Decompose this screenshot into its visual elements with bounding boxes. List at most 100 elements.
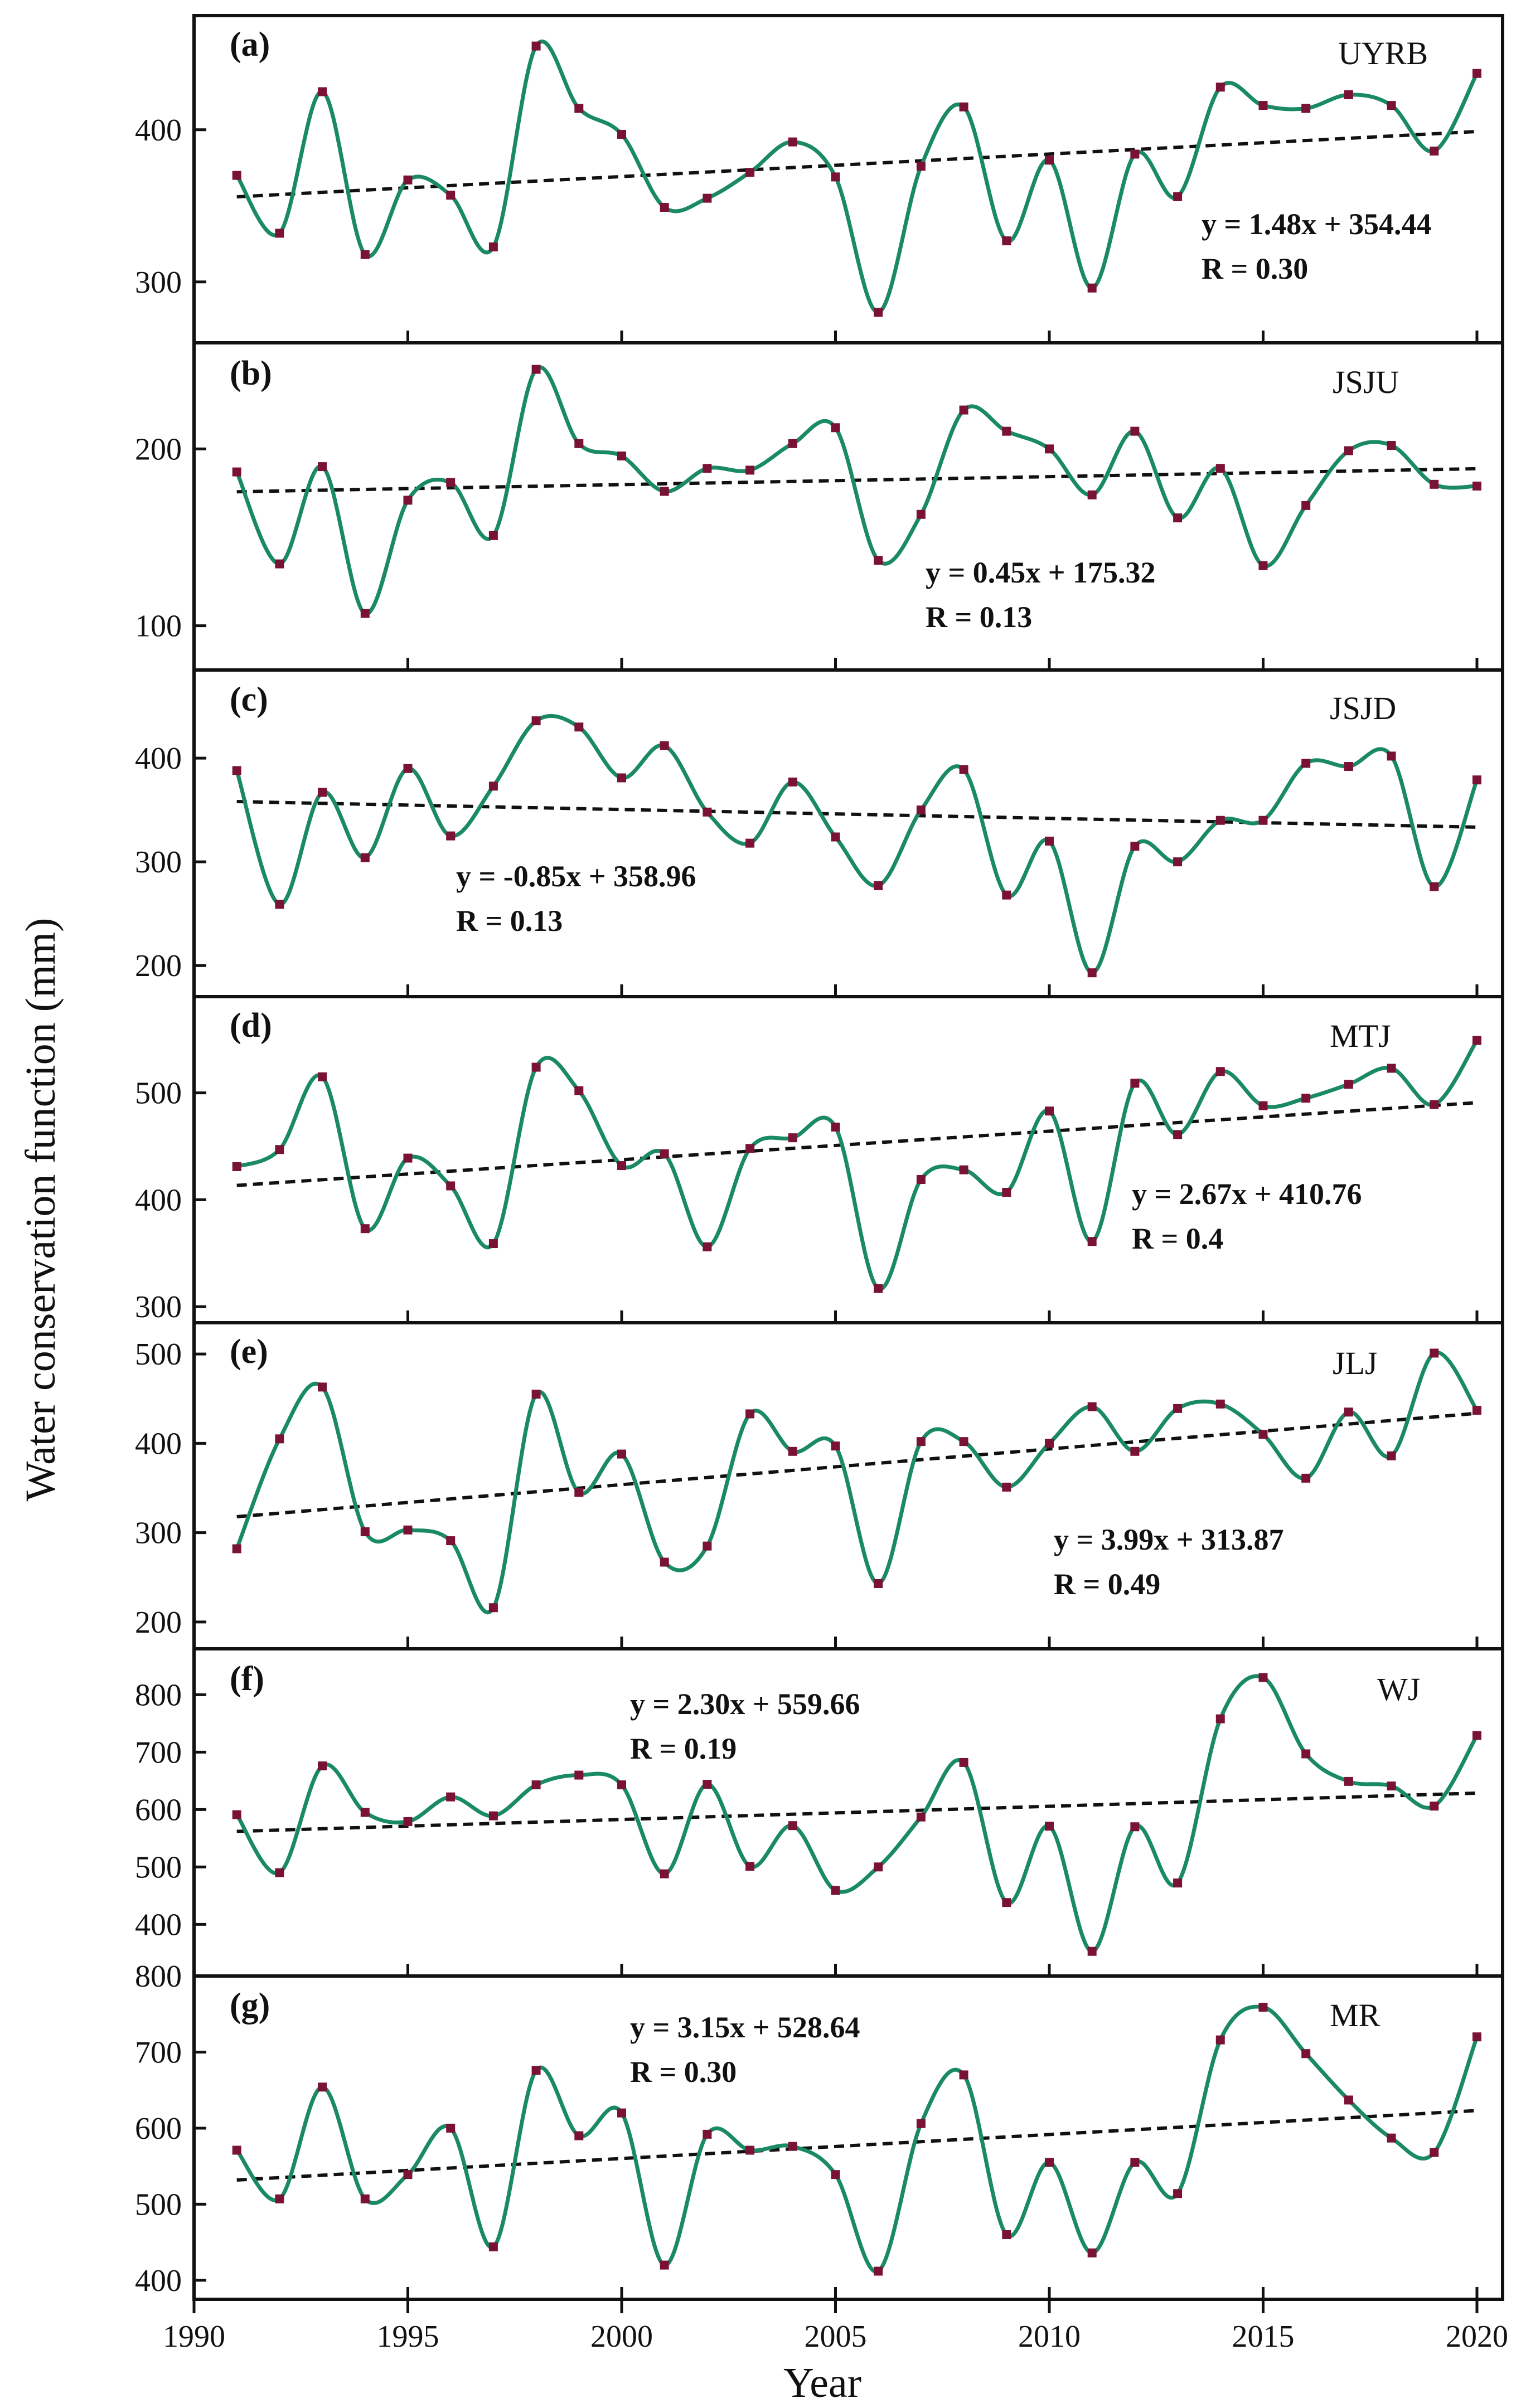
data-point — [788, 1821, 797, 1831]
correlation-label: R = 0.13 — [926, 600, 1032, 634]
data-point — [1215, 464, 1225, 473]
data-point — [874, 1862, 883, 1872]
data-point — [1130, 842, 1140, 851]
data-point — [446, 1536, 456, 1546]
data-point — [1002, 426, 1011, 436]
panel-jsjd: 200 300 400 (c) JSJD y = -0.85x + 358.96 R = 0… — [135, 668, 1504, 998]
data-point — [916, 509, 926, 519]
data-point — [275, 2194, 284, 2203]
data-point — [1258, 101, 1268, 110]
x-tick-label: 1995 — [376, 2319, 439, 2354]
data-point — [1301, 2049, 1311, 2059]
data-point — [1472, 1731, 1481, 1740]
data-point — [617, 773, 626, 783]
data-point — [318, 2082, 327, 2092]
data-point — [660, 1149, 669, 1158]
data-point — [1130, 2158, 1140, 2167]
y-tick-label: 700 — [135, 2035, 182, 2070]
y-tick-label: 500 — [135, 1850, 182, 1885]
data-point — [745, 2145, 755, 2155]
data-point — [1344, 1776, 1353, 1786]
correlation-label: R = 0.13 — [456, 904, 563, 938]
data-point — [1087, 1402, 1097, 1411]
panel-letter: (d) — [230, 1007, 272, 1045]
data-point — [360, 2194, 370, 2203]
data-point — [1430, 2148, 1439, 2157]
panel-letter: (c) — [230, 681, 268, 718]
data-point — [531, 1062, 541, 1072]
data-point — [403, 1525, 413, 1535]
correlation-label: R = 0.30 — [630, 2055, 737, 2089]
data-point — [745, 168, 755, 177]
data-point — [446, 1792, 456, 1802]
data-point — [831, 1123, 840, 1132]
panel-jlj: 200 300 400 500 (e) JLJ y = 3.99x + 313.87 R = … — [135, 1321, 1504, 1650]
data-point — [1087, 283, 1097, 293]
panel-letter: (f) — [230, 1660, 264, 1698]
trend-equation: y = 2.30x + 559.66 — [630, 1687, 860, 1721]
data-point — [745, 1862, 755, 1871]
data-point — [403, 1153, 413, 1163]
data-point — [531, 1780, 541, 1790]
data-point — [574, 439, 584, 448]
data-point — [1430, 1802, 1439, 1811]
data-point — [874, 308, 883, 317]
data-point — [360, 250, 370, 259]
data-point — [959, 1758, 968, 1767]
data-point — [1472, 1406, 1481, 1415]
region-label: WJ — [1377, 1671, 1420, 1707]
data-point — [531, 365, 541, 374]
data-point — [1002, 2230, 1011, 2239]
data-point — [1258, 1101, 1268, 1110]
data-point — [1472, 482, 1481, 491]
data-point — [1301, 759, 1311, 768]
data-point — [1387, 1451, 1396, 1460]
data-point — [1002, 1188, 1011, 1197]
data-point — [703, 2129, 712, 2139]
data-point — [275, 1145, 284, 1154]
panel-mtj: 300 400 500 (d) MTJ y = 2.67x + 410.76 R = 0.4 — [135, 995, 1504, 1324]
data-point — [1387, 751, 1396, 761]
y-tick-label: 700 — [135, 1735, 182, 1770]
correlation-label: R = 0.4 — [1132, 1222, 1223, 1255]
data-point — [1258, 2002, 1268, 2012]
data-point — [531, 41, 541, 51]
trend-line — [236, 2109, 1478, 2182]
region-label: JSJD — [1330, 690, 1396, 726]
data-point — [1215, 815, 1225, 825]
data-point — [1430, 1100, 1439, 1109]
data-point — [1044, 2158, 1054, 2167]
data-point — [916, 805, 926, 815]
data-point — [703, 464, 712, 473]
correlation-label: R = 0.19 — [630, 1732, 737, 1765]
x-tick-label: 2005 — [804, 2319, 866, 2354]
y-tick-label: 400 — [135, 1183, 182, 1217]
data-point — [232, 467, 241, 477]
data-point — [1130, 1822, 1140, 1832]
trend-line — [236, 1411, 1478, 1519]
region-label: UYRB — [1338, 35, 1428, 71]
data-point — [660, 741, 669, 750]
data-point — [660, 2260, 669, 2270]
data-point — [531, 1390, 541, 1399]
data-point — [275, 559, 284, 569]
data-point — [360, 1808, 370, 1817]
data-point — [1258, 561, 1268, 570]
panel-frame — [192, 1974, 1504, 2301]
data-point — [1387, 1064, 1396, 1073]
panel-letter: (a) — [230, 26, 270, 64]
data-point — [275, 229, 284, 238]
data-point — [916, 1437, 926, 1446]
data-point — [1344, 2095, 1353, 2105]
x-tick-label: 2010 — [1018, 2319, 1081, 2354]
panel-frame — [192, 668, 1504, 998]
data-point — [1430, 882, 1439, 891]
data-point — [574, 1770, 584, 1780]
trend-line — [236, 129, 1478, 199]
data-point — [703, 1780, 712, 1789]
series-line — [236, 1039, 1479, 1291]
data-point — [403, 2170, 413, 2179]
panel-wj: 400 500 600 700 800 (f) WJ y = 2.30x + 559.66 R … — [135, 1647, 1504, 1978]
data-point — [318, 1382, 327, 1392]
y-tick-label: 500 — [135, 1337, 182, 1372]
